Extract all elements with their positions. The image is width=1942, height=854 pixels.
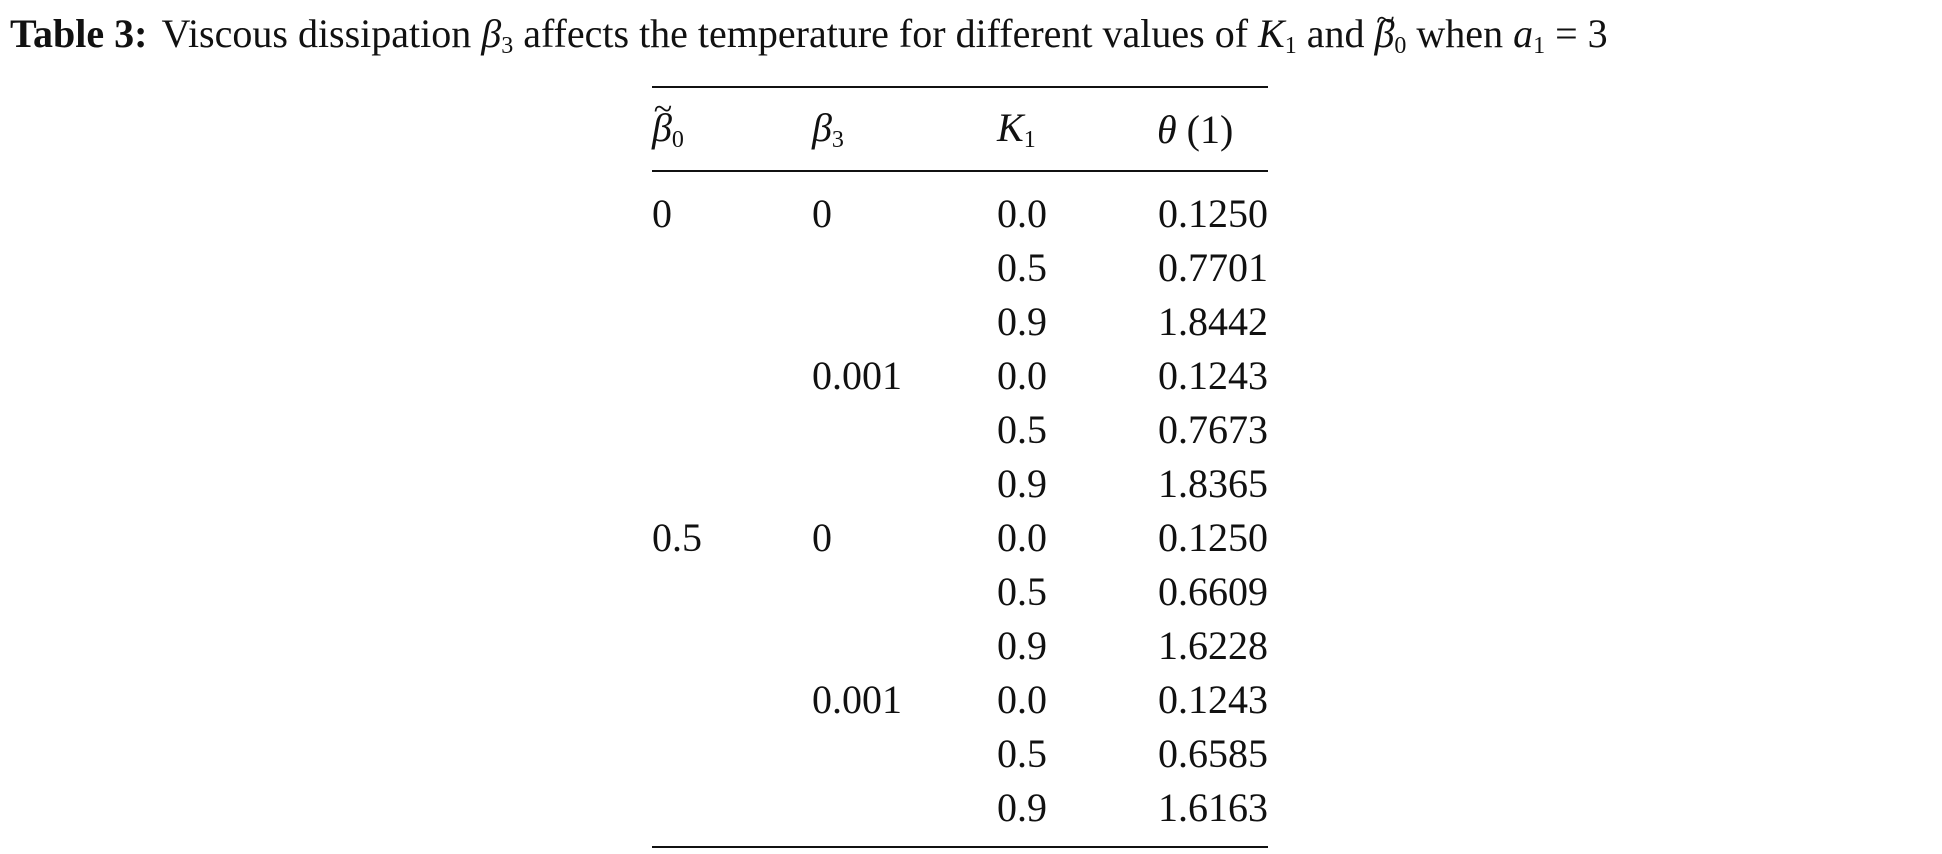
cell-beta0: 0.5: [652, 514, 702, 560]
cell-theta: 1.6228: [1158, 622, 1268, 668]
cell-k1: 0.9: [997, 622, 1047, 668]
caption-tilde: ~: [1376, 2, 1395, 40]
cell-beta3: 0.001: [812, 352, 902, 398]
caption-beta3-symbol: β3: [481, 11, 514, 59]
table-row: 0 0 0.0 0.1250: [652, 186, 1268, 240]
cell-k1: 0.5: [997, 244, 1047, 290]
cell-beta3: 0: [812, 190, 832, 236]
data-table: ~ β0 β3 K1 θ (1) 0 0 0.0 0.1250 0.5 0.7701 0.9 1…: [652, 86, 1268, 848]
table-caption: Table 3: Viscous dissipation β3 affects t…: [10, 2, 1608, 72]
cell-k1: 0.0: [997, 352, 1047, 398]
table-row: 0.5 0.6585: [652, 726, 1268, 780]
table-bottom-rule: [652, 846, 1268, 848]
cell-k1: 0.0: [997, 190, 1047, 236]
cell-theta: 1.6163: [1158, 784, 1268, 830]
table-header-row: ~ β0 β3 K1 θ (1): [652, 88, 1268, 170]
caption-beta0-sub: 0: [1394, 33, 1407, 59]
header-theta: θ (1): [1157, 106, 1234, 152]
caption-text-2: affects the temperature for different va…: [513, 11, 1259, 56]
cell-theta: 1.8365: [1158, 460, 1268, 506]
cell-theta: 0.1250: [1158, 514, 1268, 560]
caption-text-3: and: [1296, 11, 1375, 56]
caption-beta0-symbol: ~ β0: [1375, 2, 1407, 59]
caption-beta3-sub: 3: [501, 33, 514, 59]
cell-k1: 0.5: [997, 406, 1047, 452]
cell-theta: 0.6585: [1158, 730, 1268, 776]
cell-k1: 0.0: [997, 514, 1047, 560]
cell-k1: 0.9: [997, 784, 1047, 830]
cell-theta: 0.1250: [1158, 190, 1268, 236]
table-row: 0.9 1.6228: [652, 618, 1268, 672]
table-row: 0.001 0.0 0.1243: [652, 672, 1268, 726]
table-top-rule: [652, 86, 1268, 88]
table-row: 0.001 0.0 0.1243: [652, 348, 1268, 402]
caption-a1-sub: 1: [1533, 33, 1546, 59]
caption-text-1: Viscous dissipation: [161, 11, 482, 56]
cell-theta: 0.6609: [1158, 568, 1268, 614]
caption-k1-symbol: K1: [1258, 11, 1297, 59]
header-k1: K1: [997, 105, 1036, 153]
cell-k1: 0.5: [997, 730, 1047, 776]
cell-k1: 0.9: [997, 298, 1047, 344]
caption-a1-symbol: a1: [1513, 11, 1546, 59]
cell-beta3: 0: [812, 514, 832, 560]
table-row: 0.5 0 0.0 0.1250: [652, 510, 1268, 564]
table-header-rule: [652, 170, 1268, 172]
table-row: 0.9 1.8365: [652, 456, 1268, 510]
caption-label: Table 3:: [10, 11, 148, 56]
cell-theta: 1.8442: [1158, 298, 1268, 344]
cell-k1: 0.5: [997, 568, 1047, 614]
table-row: 0.5 0.7701: [652, 240, 1268, 294]
table-row: 0.5 0.6609: [652, 564, 1268, 618]
header-beta3: β3: [812, 105, 844, 153]
header-beta0: ~ β0: [652, 91, 684, 153]
table-body: 0 0 0.0 0.1250 0.5 0.7701 0.9 1.8442 0.001 0.0 0.1…: [652, 172, 1268, 846]
cell-k1: 0.9: [997, 460, 1047, 506]
cell-theta: 0.1243: [1158, 352, 1268, 398]
table-row: 0.9 1.6163: [652, 780, 1268, 834]
cell-theta: 0.7673: [1158, 406, 1268, 452]
cell-theta: 0.1243: [1158, 676, 1268, 722]
caption-k1-sub: 1: [1284, 33, 1297, 59]
table-row: 0.5 0.7673: [652, 402, 1268, 456]
caption-text-4: when: [1406, 11, 1514, 56]
cell-theta: 0.7701: [1158, 244, 1268, 290]
cell-k1: 0.0: [997, 676, 1047, 722]
caption-text-5: = 3: [1545, 11, 1608, 56]
table-row: 0.9 1.8442: [652, 294, 1268, 348]
cell-beta3: 0.001: [812, 676, 902, 722]
cell-beta0: 0: [652, 190, 672, 236]
